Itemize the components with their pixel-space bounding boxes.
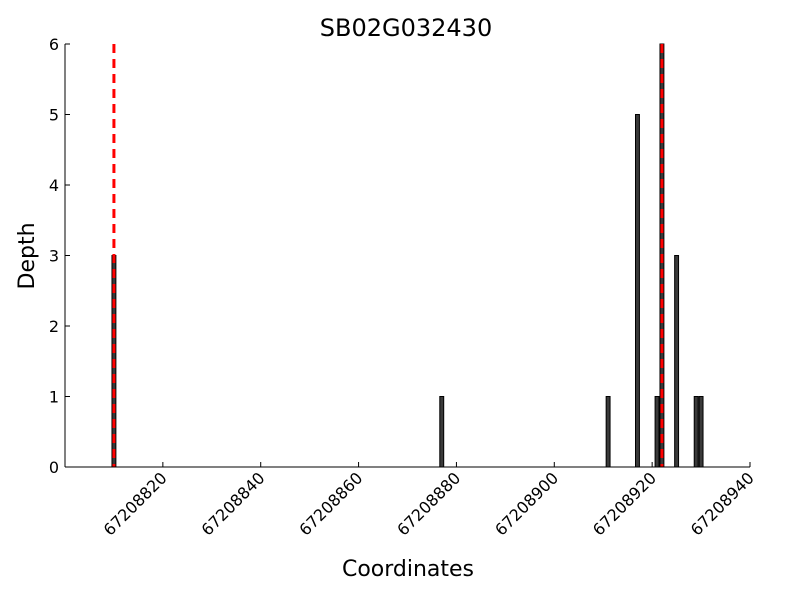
x-tick-label-2: 67208860: [295, 468, 366, 539]
x-tick-label-0: 67208820: [100, 468, 171, 539]
y-tick-label-0: 0: [49, 458, 59, 477]
x-tick-label-1: 67208840: [198, 468, 269, 539]
axes-layer: [64, 44, 750, 468]
bar-8: [698, 396, 704, 468]
x-tick-label-5: 67208920: [589, 468, 660, 539]
chart-title: SB02G032430: [320, 14, 492, 42]
reference-lines-layer: [112, 44, 664, 467]
bar-1: [439, 396, 445, 468]
bars-layer: [111, 43, 704, 468]
y-axis-label: Depth: [15, 222, 40, 289]
bar-3: [635, 114, 640, 468]
x-tick-label-4: 67208900: [491, 468, 562, 539]
x-ticks-layer: 67208820 67208840 67208860 67208880 67208900…: [100, 462, 758, 539]
y-tick-label-3: 3: [49, 247, 59, 266]
y-tick-label-2: 2: [49, 317, 59, 336]
bar-4: [654, 396, 660, 468]
bar-2: [605, 396, 611, 468]
y-tick-label-6: 6: [49, 35, 59, 54]
x-tick-label-6: 67208940: [687, 468, 758, 539]
bar-7: [693, 396, 699, 468]
y-ticks-layer: 0 1 2 3 4 5 6: [49, 35, 70, 477]
x-tick-label-3: 67208880: [393, 468, 464, 539]
bar-6: [674, 255, 680, 468]
y-tick-label-4: 4: [49, 176, 59, 195]
x-axis-label: Coordinates: [342, 557, 474, 582]
y-tick-label-5: 5: [49, 106, 59, 125]
y-tick-label-1: 1: [49, 388, 59, 407]
